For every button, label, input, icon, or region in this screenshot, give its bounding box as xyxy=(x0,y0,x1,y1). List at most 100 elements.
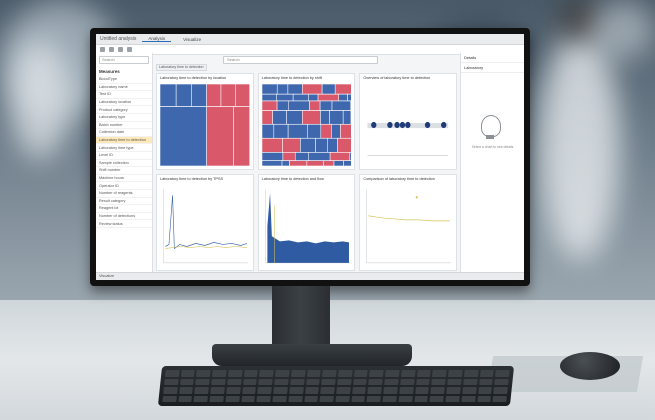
mosaic-tile xyxy=(329,152,350,161)
mosaic-tile xyxy=(261,100,277,111)
key xyxy=(289,378,305,385)
mosaic-tile xyxy=(308,152,331,161)
sidebar-item[interactable]: Laboratory time type xyxy=(96,144,152,152)
key xyxy=(416,370,432,377)
sidebar-item[interactable]: Machine hours xyxy=(96,175,152,183)
chart-card-comparison[interactable]: Comparison of laboratory time to detecti… xyxy=(359,174,457,271)
key xyxy=(290,370,306,377)
key xyxy=(163,387,178,394)
sidebar-item[interactable]: Number of reagents xyxy=(96,190,152,198)
key xyxy=(320,387,335,394)
mosaic-tile xyxy=(294,152,309,161)
sidebar-item[interactable]: Collection date xyxy=(96,129,152,137)
key xyxy=(476,395,492,402)
lightbulb-base xyxy=(486,135,494,139)
chart-card-dot-overview[interactable]: Overview of laboratory time to detection xyxy=(359,73,457,170)
key xyxy=(242,378,258,385)
mosaic-tile xyxy=(326,137,338,153)
mosaic-tile xyxy=(342,160,352,166)
chart-title: Laboratory time to detection by location xyxy=(160,76,227,80)
key xyxy=(256,395,272,402)
key xyxy=(306,370,321,377)
key xyxy=(414,387,430,394)
key xyxy=(432,370,447,377)
key xyxy=(477,387,493,394)
key xyxy=(448,370,463,377)
sidebar-item[interactable]: Number of detections xyxy=(96,213,152,221)
key xyxy=(259,370,274,377)
chart-card-line-tpss[interactable]: Laboratory time to detection by TPSS xyxy=(156,174,254,271)
key xyxy=(162,395,177,402)
sidebar-item-list: BloodType Laboratory name Test ID Laborator… xyxy=(96,76,152,228)
sidebar-item[interactable]: Result category xyxy=(96,198,152,206)
key xyxy=(335,395,350,402)
key xyxy=(495,370,510,377)
key xyxy=(178,387,194,394)
forward-icon[interactable] xyxy=(109,47,114,52)
tab-visualize[interactable]: Visualize xyxy=(183,36,202,42)
mosaic-tile xyxy=(333,160,344,166)
key xyxy=(368,378,383,385)
sidebar-item[interactable]: Laboratory location xyxy=(96,99,152,107)
filter-chip[interactable]: Laboratory time to detection xyxy=(156,64,207,71)
chart-title: Laboratory time to detection by shift xyxy=(261,76,322,80)
key xyxy=(303,395,319,402)
key xyxy=(196,370,211,377)
mosaic-tile xyxy=(306,123,321,139)
sidebar-item[interactable]: Shift number xyxy=(96,167,152,175)
mosaic-tile xyxy=(281,137,301,153)
lightbulb-icon xyxy=(481,115,501,137)
chart-grid: Laboratory time to detection by location xyxy=(156,73,457,271)
status-bar: Visualize xyxy=(96,272,524,280)
sidebar-item[interactable]: Operator ID xyxy=(96,182,152,190)
key xyxy=(351,387,367,394)
sidebar-item[interactable]: Laboratory name xyxy=(96,84,152,92)
window-titlebar: Untitled analysis Analysis Visualize xyxy=(96,34,524,45)
key xyxy=(353,370,369,377)
sidebar-item[interactable]: Batch number xyxy=(96,122,152,130)
chart-card-treemap-location[interactable]: Laboratory time to detection by location xyxy=(156,73,254,170)
sidebar-item[interactable]: Laboratory time to detection xyxy=(96,136,152,145)
sidebar-item[interactable]: Level ID xyxy=(96,152,152,160)
sidebar-item[interactable]: Product category xyxy=(96,106,152,114)
sidebar-item[interactable]: Reagent lot xyxy=(96,205,152,213)
mosaic-tile xyxy=(276,100,289,111)
details-header: Details xyxy=(461,53,524,63)
sidebar-item[interactable]: BloodType xyxy=(96,76,152,84)
sidebar-item[interactable]: Sample collection xyxy=(96,160,152,168)
monitor: Untitled analysis Analysis Visualize Sea… xyxy=(90,28,530,286)
key xyxy=(429,395,445,402)
sidebar-item[interactable]: Test ID xyxy=(96,91,152,99)
key xyxy=(385,370,400,377)
sidebar-search-input[interactable]: Search xyxy=(99,56,149,64)
key xyxy=(305,378,321,385)
treemap-chart xyxy=(160,84,250,166)
sidebar-item[interactable]: Review status xyxy=(96,220,152,228)
key xyxy=(400,378,415,385)
toolbar xyxy=(96,45,524,55)
mosaic-tile xyxy=(342,110,351,125)
mosaic-tile xyxy=(350,110,352,125)
background-scientist-left xyxy=(10,40,70,160)
back-icon[interactable] xyxy=(100,47,105,52)
key xyxy=(413,395,429,402)
key xyxy=(289,387,304,394)
mosaic-tile xyxy=(330,123,341,139)
mosaic-tile xyxy=(261,123,274,139)
measures-sidebar: Search Measures BloodType Laboratory name… xyxy=(96,53,153,273)
chart-card-treemap-shift[interactable]: Laboratory time to detection by shift xyxy=(257,73,356,170)
mosaic-tile xyxy=(281,160,290,166)
key xyxy=(430,387,445,394)
key xyxy=(179,378,195,385)
key xyxy=(462,378,478,385)
key xyxy=(322,370,337,377)
grid-icon[interactable] xyxy=(127,47,132,52)
menu-icon[interactable] xyxy=(118,47,123,52)
main-search-input[interactable]: Search xyxy=(223,56,378,64)
chart-card-area-flow[interactable]: Laboratory time to detection and flow xyxy=(257,174,356,271)
sidebar-item[interactable]: Laboratory type xyxy=(96,114,152,122)
mosaic-tile xyxy=(271,110,287,125)
sidebar-header: Measures xyxy=(99,69,120,74)
mosaic-tile xyxy=(314,137,328,153)
tab-analysis[interactable]: Analysis xyxy=(142,36,172,42)
